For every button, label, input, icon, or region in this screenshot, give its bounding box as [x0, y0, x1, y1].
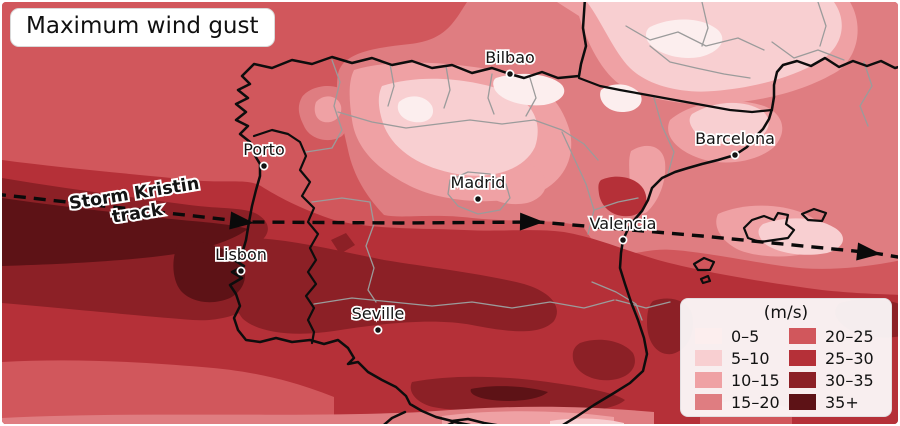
- coastline-formentera: [699, 274, 712, 285]
- region-border-line: [625, 25, 765, 51]
- contour-region: [493, 73, 565, 106]
- region-border-line: [817, 2, 827, 47]
- coastline-morocco: [383, 410, 471, 424]
- legend-item: 35+: [789, 391, 881, 413]
- city-marker: [618, 235, 628, 245]
- city-marker: [473, 194, 483, 204]
- city-madrid: Madrid: [449, 171, 507, 204]
- storm-track-line: [2, 193, 898, 259]
- region-border-line: [615, 299, 671, 309]
- city-marker: [373, 325, 383, 335]
- region-border-line: [443, 65, 451, 109]
- region-border-line: [649, 45, 751, 79]
- legend-item: 30–35: [789, 369, 881, 391]
- contour-region: [572, 339, 635, 381]
- city-porto: Porto: [242, 138, 286, 171]
- border-france-spain: [577, 76, 774, 114]
- region-border-line: [387, 63, 395, 107]
- city-marker: [730, 150, 740, 160]
- contour-region: [397, 96, 434, 123]
- contour-region: [598, 176, 647, 217]
- city-label: Madrid: [451, 173, 506, 192]
- contour-region: [470, 386, 548, 401]
- region-border-line: [311, 197, 377, 303]
- contour-layer-35plus: [2, 198, 548, 401]
- map-title: Maximum wind gust: [10, 8, 275, 48]
- storm-track-arrowhead: [856, 242, 881, 261]
- legend-title: (m/s): [763, 303, 809, 323]
- city-valencia: Valencia: [588, 212, 658, 245]
- legend-item: 10–15: [695, 369, 787, 391]
- contour-region: [689, 102, 769, 145]
- coastline-mediterranean: [562, 56, 898, 424]
- legend-swatch: [789, 328, 816, 344]
- legend-item: 25–30: [789, 347, 881, 369]
- legend-grid: 0–5 5–10 10–15 15–20 20–25 25–30 30–35 3…: [681, 325, 891, 413]
- city-marker: [259, 161, 269, 171]
- coastline-iberia-france: [228, 2, 588, 424]
- legend-swatch: [695, 372, 722, 388]
- legend-swatch: [695, 350, 722, 366]
- city-markers: Bilbao Porto Madrid Barcelona Valencia L…: [213, 46, 777, 335]
- region-border-line: [771, 41, 845, 61]
- contour-region: [331, 233, 355, 254]
- legend-item-label: 35+: [825, 392, 859, 412]
- legend-swatch: [789, 350, 816, 366]
- storm-track-label: Storm Kristin track: [66, 172, 203, 230]
- legend-item-label: 10–15: [731, 370, 780, 390]
- region-border-line: [859, 61, 873, 127]
- region-border-line: [561, 131, 595, 235]
- legend-swatch: [789, 394, 816, 410]
- storm-track-arrowhead: [229, 211, 254, 230]
- storm-track: Storm Kristin track: [2, 172, 898, 261]
- city-label: Porto: [243, 140, 285, 159]
- city-label: Lisbon: [215, 245, 267, 264]
- border-portugal-spain: [252, 128, 320, 345]
- region-borders: [305, 2, 873, 321]
- legend-item-label: 20–25: [825, 326, 874, 346]
- region-border-line: [653, 97, 675, 175]
- legend-swatch: [789, 372, 816, 388]
- region-border-line: [305, 59, 343, 153]
- coastline-menorca: [800, 207, 828, 223]
- city-label: Barcelona: [695, 129, 775, 148]
- legend-item-label: 25–30: [825, 348, 874, 368]
- city-marker: [505, 69, 515, 79]
- region-border-line: [593, 197, 639, 211]
- legend-item-label: 30–35: [825, 370, 874, 390]
- legend-swatch: [695, 394, 722, 410]
- city-label: Valencia: [590, 214, 657, 233]
- legend-item-label: 5–10: [731, 348, 770, 368]
- legend-item: 20–25: [789, 325, 881, 347]
- city-lisbon: Lisbon: [213, 243, 269, 276]
- region-border-line: [701, 2, 709, 47]
- legend-item: 0–5: [695, 325, 787, 347]
- region-border-line: [487, 73, 495, 115]
- legend-swatch: [695, 328, 722, 344]
- city-barcelona: Barcelona: [693, 127, 777, 160]
- region-border-line: [337, 111, 599, 161]
- region-border-line: [313, 297, 615, 309]
- region-border-line: [591, 281, 643, 321]
- city-label: Seville: [352, 304, 405, 323]
- city-seville: Seville: [350, 302, 406, 335]
- coastline-ibiza: [692, 256, 716, 272]
- contour-region: [2, 360, 334, 424]
- storm-track-arrowhead: [519, 212, 544, 231]
- region-border-line: [447, 171, 511, 215]
- city-label: Bilbao: [485, 48, 535, 67]
- region-border-line: [525, 77, 537, 117]
- contour-region: [173, 240, 246, 303]
- legend-item-label: 15–20: [731, 392, 780, 412]
- contour-region: [646, 19, 723, 58]
- legend-item: 5–10: [695, 347, 787, 369]
- legend-item: 15–20: [695, 391, 787, 413]
- contour-region: [758, 218, 843, 255]
- city-bilbao: Bilbao: [483, 46, 537, 79]
- legend: (m/s) 0–5 5–10 10–15 15–20 20–25 25–30 3…: [680, 298, 892, 417]
- city-marker: [236, 266, 246, 276]
- legend-item-label: 0–5: [731, 326, 760, 346]
